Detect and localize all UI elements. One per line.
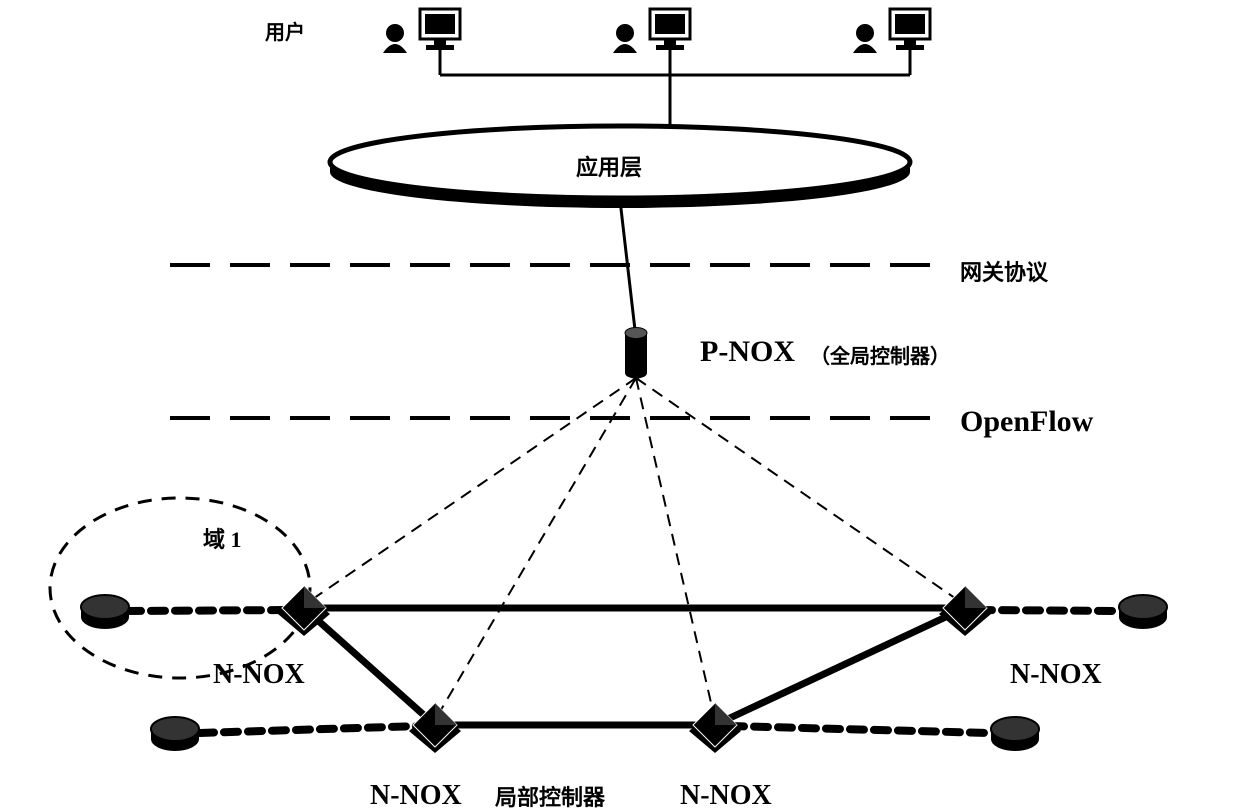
- domain-link: [200, 726, 420, 733]
- user-icon: [613, 24, 637, 53]
- label-gateway: 网关协议: [960, 255, 1048, 287]
- pnox-to-nnox-link: [435, 378, 636, 720]
- monitor-icon: [890, 9, 930, 50]
- monitor-icon: [650, 9, 690, 50]
- label-pnox_sub: （全局控制器）: [810, 340, 950, 369]
- domain-1-boundary: [50, 498, 310, 678]
- nnox-node: [939, 586, 991, 636]
- label-nnox1: N-NOX: [213, 659, 305, 691]
- label-app_layer: 应用层: [576, 150, 642, 182]
- domain-node: [151, 717, 199, 751]
- monitor-icon: [420, 9, 460, 50]
- domain-node: [991, 717, 1039, 751]
- label-openflow: OpenFlow: [960, 405, 1093, 439]
- label-user: 用户: [265, 16, 305, 45]
- domain-node: [81, 595, 129, 629]
- pnox-to-nnox-link: [304, 378, 636, 605]
- pnox-to-nnox-link: [636, 378, 715, 720]
- label-pnox: P-NOX: [700, 335, 795, 369]
- nnox-node: [689, 703, 741, 753]
- nnox-link: [715, 608, 965, 725]
- domain-link: [978, 610, 1120, 611]
- domain-link: [730, 726, 990, 733]
- label-nnox2: N-NOX: [370, 780, 462, 812]
- label-nnox3: N-NOX: [680, 780, 772, 812]
- user-icon: [853, 24, 877, 53]
- label-domain1: 域 1: [203, 522, 242, 554]
- domain-node: [1119, 595, 1167, 629]
- label-nnox4: N-NOX: [1010, 659, 1102, 691]
- nnox-link: [304, 608, 435, 725]
- domain-link: [127, 610, 292, 611]
- label-local_ctrl: 局部控制器: [495, 780, 605, 812]
- pnox-to-nnox-link: [636, 378, 965, 605]
- pnox-node: [625, 328, 647, 379]
- user-icon: [383, 24, 407, 53]
